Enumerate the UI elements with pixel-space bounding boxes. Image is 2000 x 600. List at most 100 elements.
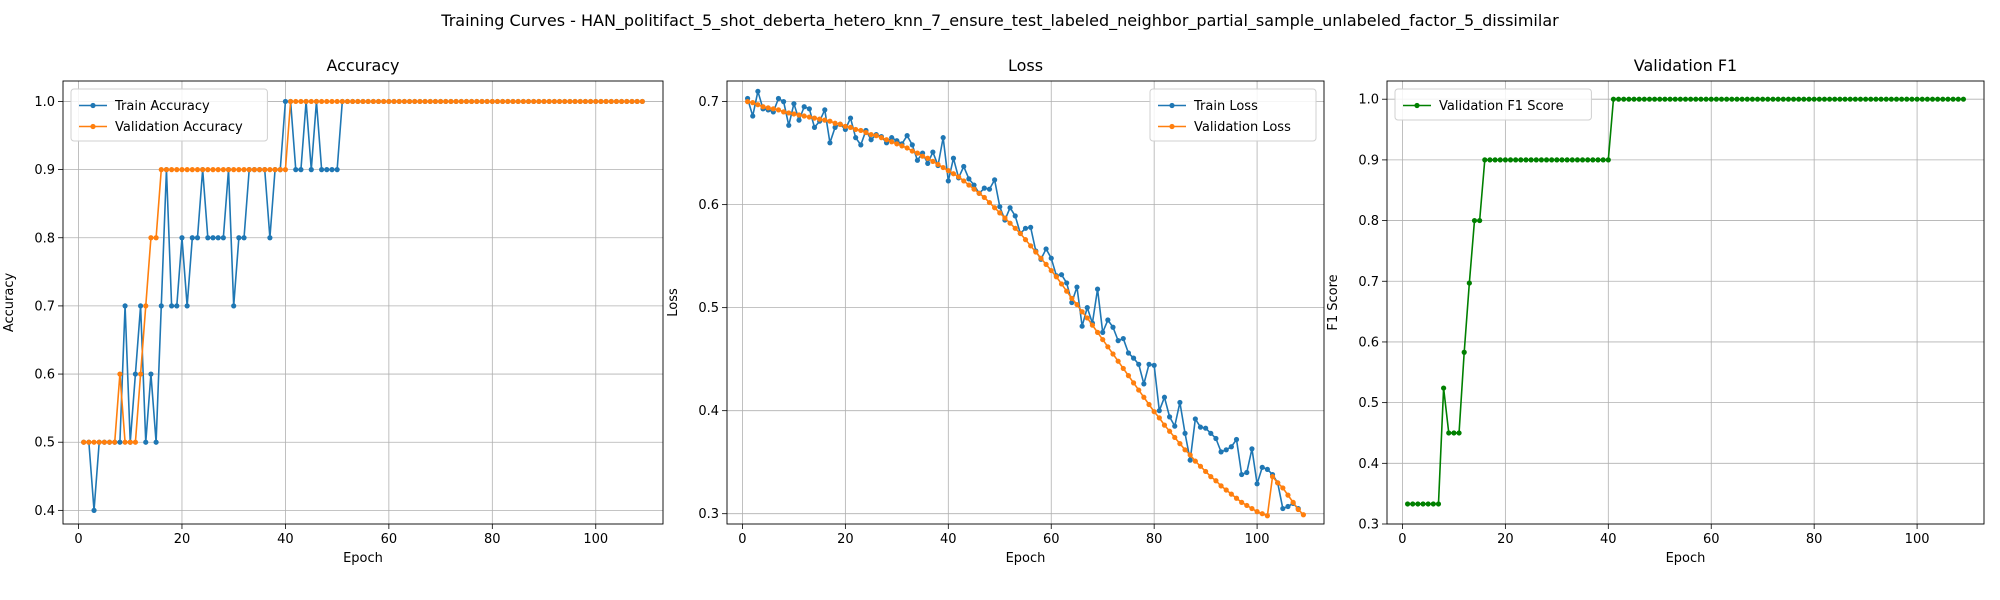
data-point — [593, 98, 599, 105]
legend-label: Train Accuracy — [114, 99, 210, 114]
legend-swatch-marker — [90, 102, 96, 109]
data-point — [775, 107, 782, 113]
data-point — [1228, 491, 1234, 497]
data-point — [1404, 501, 1411, 507]
y-tick-label: 0.3 — [698, 507, 719, 522]
data-point — [1929, 96, 1936, 102]
data-point — [791, 111, 797, 117]
data-point — [567, 98, 573, 105]
data-point — [1621, 96, 1627, 102]
data-point — [1893, 96, 1900, 102]
data-point — [1079, 323, 1085, 329]
data-point — [1466, 280, 1472, 286]
data-point — [417, 98, 423, 105]
data-point — [966, 176, 972, 182]
data-point — [950, 155, 957, 161]
data-point — [1477, 217, 1483, 224]
x-tick-label: 100 — [1245, 532, 1270, 547]
y-axis-label: Accuracy — [2, 273, 17, 333]
y-tick-label: 0.8 — [34, 231, 55, 246]
data-point — [1028, 224, 1034, 230]
data-point — [1007, 205, 1013, 211]
data-point — [231, 303, 237, 309]
data-point — [945, 178, 951, 184]
data-point — [1033, 249, 1039, 255]
x-tick-label: 60 — [1703, 532, 1720, 547]
data-point — [966, 182, 972, 188]
data-point — [1002, 215, 1008, 221]
data-point — [914, 150, 921, 156]
data-point — [1084, 305, 1090, 311]
data-point — [210, 167, 216, 173]
data-point — [1254, 509, 1260, 515]
data-point — [822, 107, 828, 113]
data-point — [1950, 96, 1956, 102]
data-point — [1888, 96, 1894, 102]
data-point — [1523, 157, 1529, 163]
data-point — [1136, 387, 1142, 393]
data-point — [479, 98, 485, 105]
data-point — [858, 127, 864, 134]
data-point — [1868, 96, 1874, 102]
data-point — [786, 122, 792, 128]
data-point — [355, 98, 361, 105]
data-point — [1172, 434, 1178, 441]
data-point — [1749, 96, 1756, 102]
data-point — [1775, 96, 1781, 102]
data-point — [1652, 96, 1658, 102]
x-axis-label: Epoch — [343, 551, 383, 566]
data-point — [1125, 373, 1132, 379]
data-point — [1538, 157, 1544, 163]
data-point — [1924, 96, 1930, 102]
data-point — [1161, 394, 1168, 400]
data-point — [469, 98, 475, 105]
data-point — [1197, 463, 1204, 469]
data-point — [267, 235, 273, 241]
data-point — [101, 439, 107, 445]
data-point — [1022, 225, 1029, 231]
y-tick-label: 0.5 — [1358, 396, 1379, 411]
y-tick-label: 0.6 — [34, 368, 55, 383]
data-point — [853, 135, 859, 141]
data-point — [1110, 351, 1116, 357]
data-point — [853, 126, 859, 133]
data-point — [1053, 274, 1059, 280]
data-point — [1425, 501, 1431, 507]
data-point — [303, 98, 309, 105]
data-point — [1146, 401, 1152, 408]
data-point — [1600, 157, 1606, 163]
x-tick-label: 60 — [381, 532, 398, 547]
chart-title: Loss — [1008, 56, 1043, 75]
data-point — [225, 167, 232, 173]
x-tick-label: 40 — [1600, 532, 1617, 547]
legend-swatch-marker — [90, 123, 96, 130]
data-point — [1043, 246, 1049, 252]
x-tick-label: 60 — [1043, 532, 1060, 547]
data-point — [458, 98, 464, 105]
data-point — [1502, 157, 1508, 163]
data-point — [448, 98, 454, 105]
data-point — [955, 174, 962, 180]
data-point — [1218, 449, 1224, 455]
data-point — [1482, 157, 1488, 163]
plot-area — [1404, 96, 1967, 507]
data-point — [241, 235, 247, 241]
data-point — [1110, 324, 1116, 330]
x-tick-label: 0 — [1398, 532, 1406, 547]
data-point — [1672, 96, 1678, 102]
data-point — [1410, 501, 1416, 507]
data-point — [536, 98, 542, 105]
data-point — [96, 439, 102, 445]
data-point — [1760, 96, 1766, 102]
data-point — [1038, 255, 1044, 261]
data-point — [1105, 344, 1111, 350]
data-point — [971, 182, 977, 188]
data-point — [1739, 96, 1745, 102]
x-tick-label: 100 — [1905, 532, 1930, 547]
data-point — [1574, 157, 1581, 163]
data-point — [945, 168, 951, 174]
data-point — [1790, 96, 1797, 102]
data-point — [1151, 362, 1157, 368]
data-point — [1842, 96, 1848, 102]
data-point — [1074, 301, 1080, 308]
